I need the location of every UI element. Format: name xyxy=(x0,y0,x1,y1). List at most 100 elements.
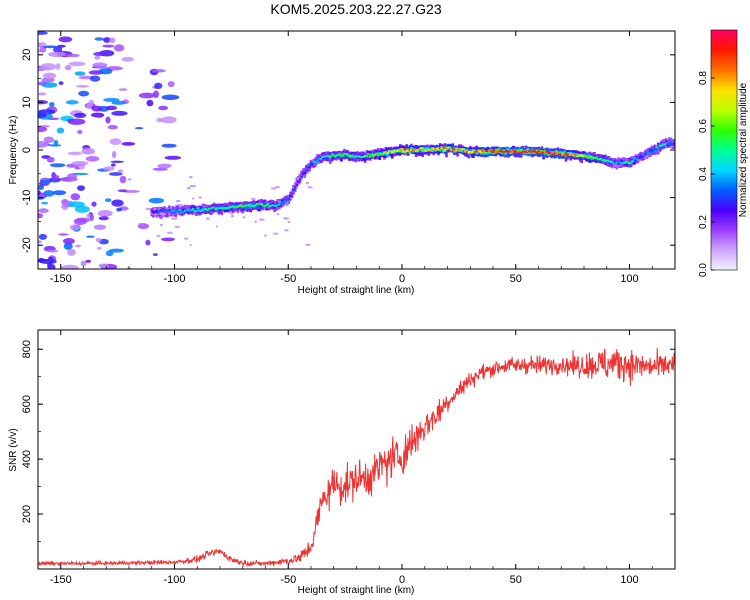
ridge-cell xyxy=(481,150,485,153)
ridge-cell xyxy=(230,205,233,208)
noise-blob xyxy=(119,175,127,184)
noise-blob xyxy=(104,198,112,203)
ridge-cell xyxy=(233,203,236,208)
ridge-cell xyxy=(408,149,412,154)
ridge-cell xyxy=(489,150,493,156)
ridge-cell xyxy=(236,205,240,208)
spectrogram-y-tick-label: -10 xyxy=(21,190,33,206)
ridge-cell xyxy=(606,158,609,165)
ridge-cell xyxy=(357,155,361,159)
ridge-cell xyxy=(641,155,644,158)
ridge-cell xyxy=(488,150,491,154)
ridge-cell xyxy=(620,162,623,165)
ridge-cell xyxy=(449,148,453,151)
spectrogram-x-ticks: -150 -100 -50 0 50 100 xyxy=(37,31,676,285)
ridge-cell xyxy=(435,148,439,150)
ridge-cell xyxy=(306,167,310,171)
noise-blob xyxy=(38,126,48,133)
ridge-cell xyxy=(475,150,478,153)
noise-blob xyxy=(98,216,109,221)
ridge-cell xyxy=(485,150,488,155)
ridge-cell xyxy=(574,154,577,157)
noise-blob xyxy=(121,142,136,146)
ridge-cell xyxy=(462,148,466,152)
ridge-cell xyxy=(379,153,383,156)
ridge-cell xyxy=(537,150,541,152)
noise-blob xyxy=(110,160,124,163)
ridge-cell xyxy=(384,150,388,153)
ridge-cell xyxy=(177,209,181,212)
noise-blob xyxy=(148,197,165,204)
ridge-cell xyxy=(502,150,506,153)
ridge-cell xyxy=(614,160,617,164)
ridge-cell xyxy=(185,209,189,212)
ridge-cell xyxy=(645,151,649,154)
ridge-cell xyxy=(207,207,211,210)
ridge-cell xyxy=(645,151,649,155)
ridge-cell xyxy=(485,150,488,152)
noise-blob xyxy=(102,44,115,48)
colorbar-frame xyxy=(710,29,738,271)
ridge-cell xyxy=(631,159,635,162)
ridge-cell xyxy=(604,159,607,162)
ridge-cell xyxy=(453,149,456,152)
ridge-cell xyxy=(252,202,256,207)
ridge-cell xyxy=(596,158,600,160)
noise-blob xyxy=(74,205,90,213)
ridge-cell xyxy=(179,208,182,211)
noise-blob xyxy=(111,100,126,105)
noise-blob xyxy=(230,215,235,218)
ridge-cell xyxy=(160,209,163,211)
noise-blob xyxy=(157,163,172,169)
ridge-cell xyxy=(582,154,585,157)
ridge-cell xyxy=(422,147,426,151)
ridge-cell xyxy=(526,150,529,157)
ridge-cell xyxy=(195,210,198,213)
ridge-cell xyxy=(559,153,563,156)
noise-blob xyxy=(175,199,181,203)
ridge-cell xyxy=(305,169,308,172)
ridge-cell xyxy=(422,150,426,152)
ridge-cell xyxy=(176,210,179,213)
spectrogram-x-tick-label: 50 xyxy=(510,273,522,285)
noise-blob xyxy=(282,217,290,220)
noise-blob xyxy=(68,61,86,67)
ridge-cell xyxy=(285,199,289,202)
ridge-cell xyxy=(225,207,228,210)
noise-blob xyxy=(50,163,66,168)
ridge-cell xyxy=(528,150,531,154)
ridge-cell xyxy=(612,162,615,165)
ridge-cell xyxy=(403,150,407,154)
figure-title: KOM5.2025.203.22.27.G23 xyxy=(270,1,441,17)
ridge-cell xyxy=(176,208,179,213)
ridge-cell xyxy=(258,203,262,206)
ridge-cell xyxy=(658,145,662,148)
ridge-cell xyxy=(389,150,392,153)
ridge-cell xyxy=(295,184,299,187)
noise-blob xyxy=(184,237,189,240)
ridge-cell xyxy=(658,145,662,150)
ridge-cell xyxy=(497,150,501,153)
ridge-cell xyxy=(672,142,675,146)
snr-y-label: SNR (v/v) xyxy=(8,428,19,471)
ridge-cell xyxy=(575,155,579,158)
noise-blob xyxy=(276,213,280,216)
ridge-cell xyxy=(222,207,225,210)
ridge-cell xyxy=(399,148,402,151)
ridge-cell xyxy=(653,150,657,153)
ridge-cell xyxy=(669,140,673,143)
ridge-cell xyxy=(602,159,606,161)
ridge-cell xyxy=(585,155,588,158)
colorbar-gradient xyxy=(711,30,737,270)
colorbar-tick-label: 0.4 xyxy=(698,167,709,181)
snr-x-tick-label: 0 xyxy=(399,574,405,586)
noise-blob xyxy=(66,173,77,180)
noise-blob xyxy=(74,167,80,170)
noise-blob xyxy=(89,75,101,82)
ridge-cell xyxy=(442,146,445,149)
noise-blob xyxy=(92,62,108,69)
ridge-cell xyxy=(499,150,502,154)
ridge-cell xyxy=(653,146,657,150)
ridge-cell xyxy=(644,153,647,160)
ridge-cell xyxy=(373,153,377,156)
